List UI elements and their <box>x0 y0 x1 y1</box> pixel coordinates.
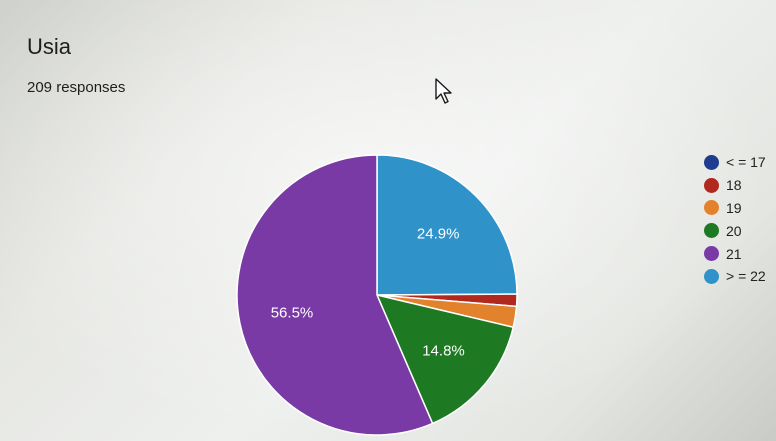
legend-swatch <box>704 154 719 170</box>
legend-label: 20 <box>726 222 742 239</box>
legend-item[interactable]: 21 <box>704 242 766 265</box>
legend-swatch <box>704 177 719 193</box>
legend-item[interactable]: > = 22 <box>704 265 766 288</box>
legend-swatch <box>704 200 719 216</box>
legend-swatch <box>704 246 719 262</box>
slice-percent-label: 24.9% <box>417 225 460 242</box>
legend-label: 18 <box>726 177 742 194</box>
legend-item[interactable]: 18 <box>704 174 766 197</box>
legend-item[interactable]: < = 17 <box>704 151 766 174</box>
legend-label: 19 <box>726 199 742 216</box>
chart-legend: < = 17 18 19 20 21 > = 22 <box>704 151 766 288</box>
pie-slice-20 <box>375 293 515 425</box>
legend-swatch <box>704 268 719 284</box>
pie-slice-22 <box>376 154 518 296</box>
response-count: 209 responses <box>27 79 126 96</box>
pie-slice-21 <box>236 154 434 436</box>
legend-item[interactable]: 20 <box>704 219 766 242</box>
mouse-pointer-icon <box>435 78 452 104</box>
pie-chart: 24.9% 14.8% 56.5% <box>236 154 518 436</box>
legend-swatch <box>704 223 719 239</box>
legend-item[interactable]: 19 <box>704 197 766 220</box>
slice-percent-label: 56.5% <box>271 305 314 322</box>
legend-label: < = 17 <box>726 154 766 171</box>
question-title: Usia <box>27 34 72 59</box>
legend-label: > = 22 <box>726 268 766 285</box>
slice-percent-label: 14.8% <box>422 343 465 360</box>
legend-label: 21 <box>726 245 742 262</box>
